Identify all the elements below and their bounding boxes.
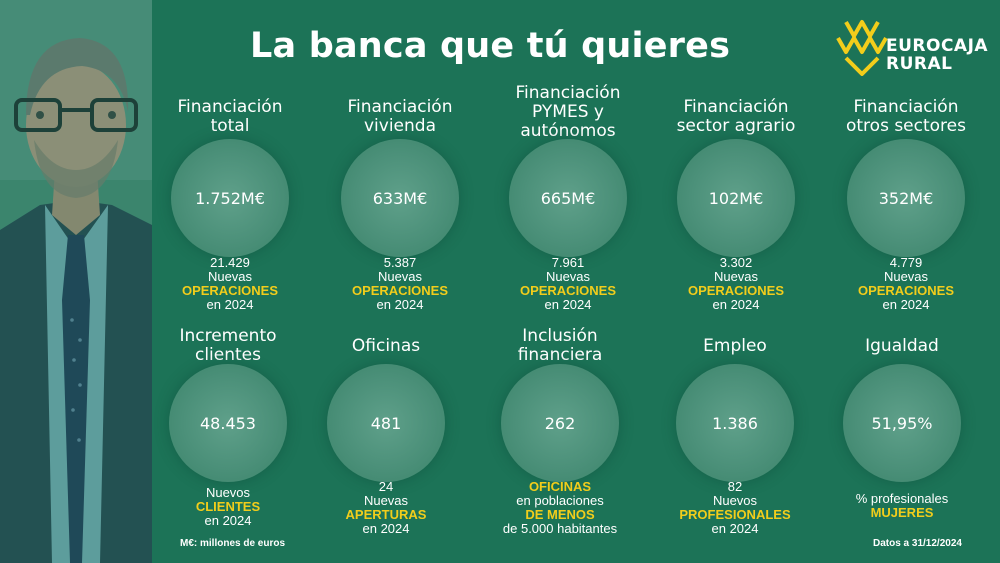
label-financiacion-otros: Financiación otros sectores bbox=[821, 98, 991, 136]
label-line: Financiación bbox=[683, 97, 789, 117]
label-inclusion-financiera: Inclusión financiera bbox=[475, 327, 645, 365]
sub-line: en poblaciones bbox=[516, 493, 604, 508]
label-igualdad: Igualdad bbox=[817, 337, 987, 356]
sub-highlight: APERTURAS bbox=[345, 507, 427, 522]
label-line: financiera bbox=[517, 345, 603, 365]
sub-highlight: MUJERES bbox=[870, 505, 934, 520]
sub-inclusion: OFICINAS en poblaciones DE MENOS de 5.00… bbox=[465, 480, 655, 536]
sub-line: % profesionales bbox=[855, 491, 949, 506]
stat-circle-igualdad: 51,95% bbox=[843, 364, 961, 482]
sub-line: Nuevos bbox=[205, 485, 251, 500]
label-line: vivienda bbox=[363, 116, 436, 136]
sub-oficinas: 24 Nuevas APERTURAS en 2024 bbox=[291, 480, 481, 536]
stat-circle-financiacion-otros: 352M€ bbox=[847, 139, 965, 257]
label-empleo: Empleo bbox=[650, 337, 820, 356]
label-line: Incremento bbox=[179, 326, 277, 346]
stat-circle-financiacion-agrario: 102M€ bbox=[677, 139, 795, 257]
label-line: autónomos bbox=[520, 121, 616, 141]
sub-highlight: OFICINAS bbox=[528, 479, 592, 494]
label-line: sector agrario bbox=[676, 116, 796, 136]
footer-note-date: Datos a 31/12/2024 bbox=[873, 538, 962, 549]
sub-line: Nuevas bbox=[377, 269, 423, 284]
sub-financiacion-pymes: 7.961 Nuevas OPERACIONES en 2024 bbox=[473, 256, 663, 312]
sub-empleo: 82 Nuevos PROFESIONALES en 2024 bbox=[640, 480, 830, 536]
sub-financiacion-total: 21.429 Nuevas OPERACIONES en 2024 bbox=[135, 256, 325, 312]
label-line: Financiación bbox=[347, 97, 453, 117]
sub-line: en 2024 bbox=[711, 521, 759, 536]
sub-highlight: DE MENOS bbox=[525, 507, 595, 522]
label-financiacion-vivienda: Financiación vivienda bbox=[315, 98, 485, 136]
sub-highlight: OPERACIONES bbox=[181, 283, 279, 298]
sub-number: 5.387 bbox=[383, 255, 417, 270]
sub-financiacion-agrario: 3.302 Nuevas OPERACIONES en 2024 bbox=[641, 256, 831, 312]
label-line: clientes bbox=[194, 345, 261, 365]
sub-line: en 2024 bbox=[882, 297, 930, 312]
hero-photo bbox=[0, 0, 152, 563]
sub-financiacion-vivienda: 5.387 Nuevas OPERACIONES en 2024 bbox=[305, 256, 495, 312]
label-line: Financiación bbox=[853, 97, 959, 117]
stat-circle-financiacion-pymes: 665M€ bbox=[509, 139, 627, 257]
logo-word-2: RURAL bbox=[886, 54, 953, 74]
label-line: Igualdad bbox=[865, 336, 939, 356]
stat-circle-clientes: 48.453 bbox=[169, 364, 287, 482]
label-financiacion-agrario: Financiación sector agrario bbox=[651, 98, 821, 136]
sub-number: 21.429 bbox=[210, 255, 250, 270]
sub-line: en 2024 bbox=[206, 297, 254, 312]
sub-line: Nuevas bbox=[545, 269, 591, 284]
label-line: Oficinas bbox=[351, 336, 421, 356]
footer-note-units: M€: millones de euros bbox=[180, 538, 286, 549]
label-incremento-clientes: Incremento clientes bbox=[143, 327, 313, 365]
label-oficinas: Oficinas bbox=[301, 337, 471, 356]
sub-highlight: OPERACIONES bbox=[351, 283, 449, 298]
stat-circle-financiacion-vivienda: 633M€ bbox=[341, 139, 459, 257]
sub-line: Nuevas bbox=[363, 493, 409, 508]
sub-financiacion-otros: 4.779 Nuevas OPERACIONES en 2024 bbox=[811, 256, 1000, 312]
label-financiacion-total: Financiación total bbox=[145, 98, 315, 136]
label-line: Inclusión bbox=[522, 326, 598, 346]
label-line: Empleo bbox=[703, 336, 767, 356]
sub-line: en 2024 bbox=[204, 513, 252, 528]
sub-number: 24 bbox=[378, 479, 394, 494]
sub-highlight: PROFESIONALES bbox=[679, 507, 791, 522]
sub-number: 7.961 bbox=[551, 255, 585, 270]
sub-line: en 2024 bbox=[544, 297, 592, 312]
sub-igualdad: % profesionales MUJERES bbox=[807, 492, 997, 520]
label-line: total bbox=[210, 116, 250, 136]
label-line: PYMES y bbox=[532, 102, 604, 122]
sub-clientes: Nuevos CLIENTES en 2024 bbox=[133, 486, 323, 528]
sub-line: Nuevas bbox=[713, 269, 759, 284]
sub-line: en 2024 bbox=[376, 297, 424, 312]
sub-line: de 5.000 habitantes bbox=[502, 521, 618, 536]
sub-highlight: CLIENTES bbox=[195, 499, 261, 514]
sub-line: Nuevos bbox=[712, 493, 758, 508]
page-title: La banca que tú quieres bbox=[250, 26, 731, 66]
stat-circle-oficinas: 481 bbox=[327, 364, 445, 482]
businessman-illustration bbox=[0, 0, 152, 563]
sub-line: en 2024 bbox=[362, 521, 410, 536]
sub-number: 82 bbox=[727, 479, 743, 494]
label-line: otros sectores bbox=[845, 116, 966, 136]
label-line: Financiación bbox=[515, 83, 621, 103]
sub-highlight: OPERACIONES bbox=[857, 283, 955, 298]
sub-line: en 2024 bbox=[712, 297, 760, 312]
eurocaja-rural-logo: EUROCAJA RURAL bbox=[830, 12, 990, 78]
sub-highlight: OPERACIONES bbox=[687, 283, 785, 298]
sub-line: Nuevas bbox=[207, 269, 253, 284]
logo-icon bbox=[836, 20, 888, 76]
sub-number: 3.302 bbox=[719, 255, 753, 270]
label-line: Financiación bbox=[177, 97, 283, 117]
stat-circle-empleo: 1.386 bbox=[676, 364, 794, 482]
label-financiacion-pymes: Financiación PYMES y autónomos bbox=[483, 84, 653, 141]
logo-word-1: EUROCAJA bbox=[886, 36, 989, 56]
stat-circle-inclusion: 262 bbox=[501, 364, 619, 482]
sub-line: Nuevas bbox=[883, 269, 929, 284]
sub-number: 4.779 bbox=[889, 255, 923, 270]
sub-highlight: OPERACIONES bbox=[519, 283, 617, 298]
stat-circle-financiacion-total: 1.752M€ bbox=[171, 139, 289, 257]
